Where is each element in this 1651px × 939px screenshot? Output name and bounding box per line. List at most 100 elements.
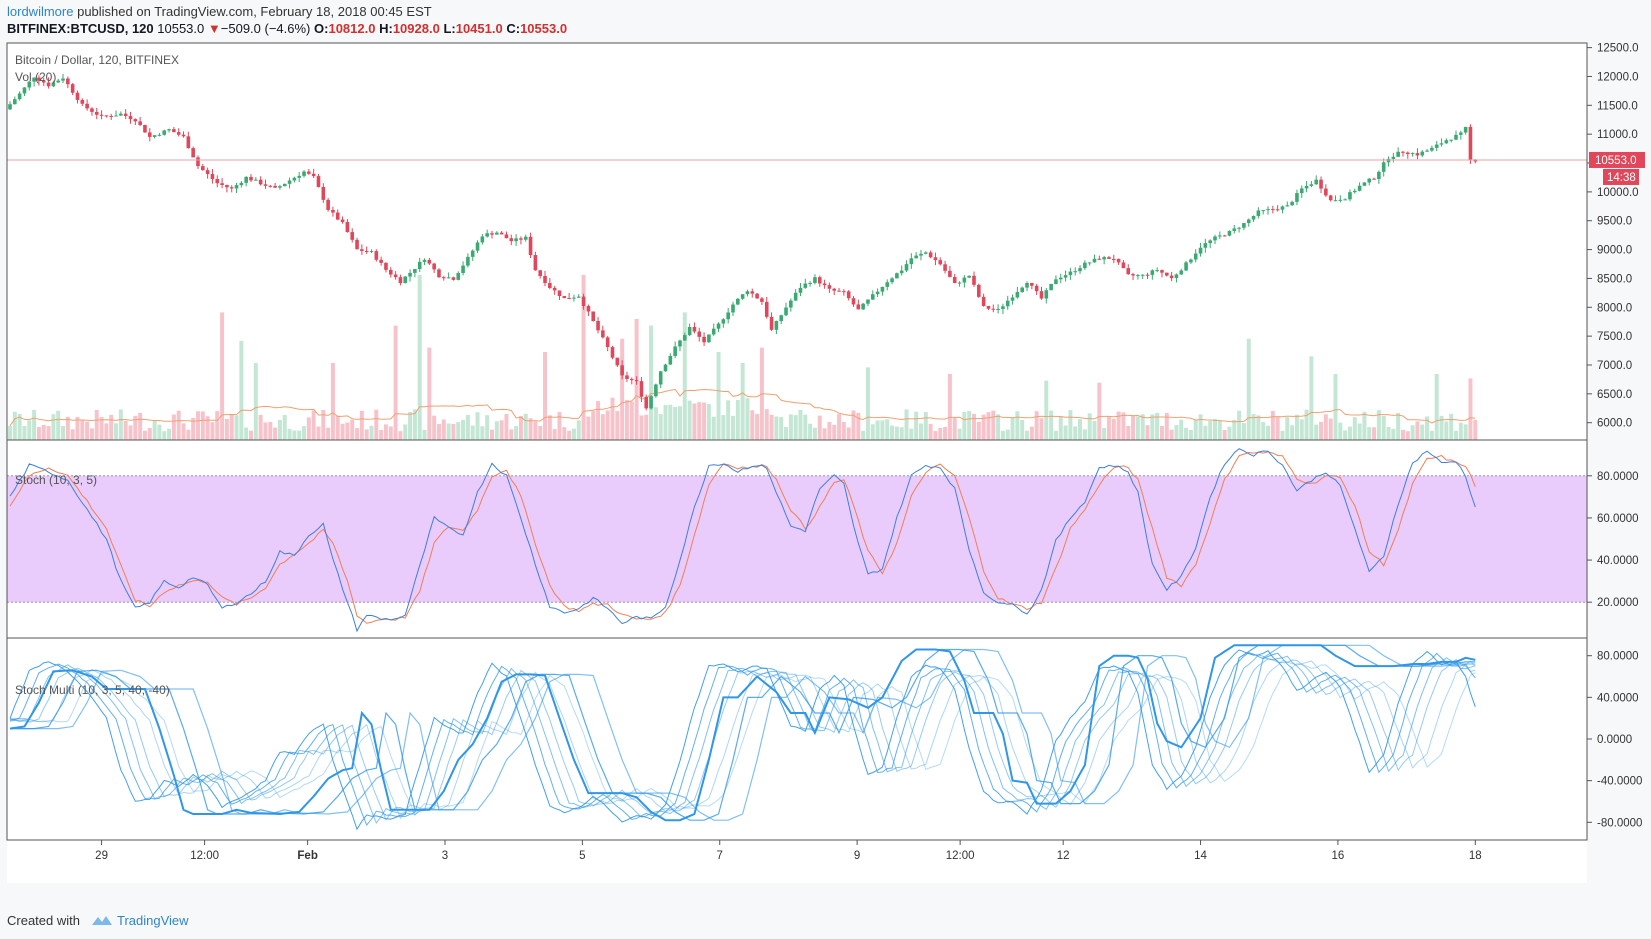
volume-bar bbox=[465, 414, 470, 440]
volume-bar bbox=[972, 413, 976, 440]
volume-bar bbox=[615, 411, 620, 440]
volume-bar bbox=[523, 413, 528, 440]
candle-body bbox=[885, 282, 890, 287]
candle-body bbox=[1410, 153, 1415, 155]
volume-bar bbox=[249, 430, 253, 440]
candle-body bbox=[1343, 199, 1347, 201]
candle-body bbox=[321, 186, 326, 200]
x-tick-label: 12 bbox=[1057, 850, 1070, 862]
volume-bar bbox=[456, 422, 461, 440]
candle-body bbox=[890, 278, 894, 283]
author-link[interactable]: lordwilmore bbox=[7, 4, 74, 19]
volume-bar bbox=[46, 426, 51, 440]
volume-bar bbox=[538, 425, 543, 440]
volume-bar bbox=[1319, 421, 1324, 440]
volume-bar bbox=[123, 420, 128, 440]
volume-bar bbox=[1328, 418, 1333, 440]
volume-bar bbox=[1217, 419, 1222, 440]
candle-body bbox=[957, 282, 962, 284]
volume-bar bbox=[1135, 416, 1140, 440]
volume-bar bbox=[234, 415, 239, 440]
candle-body bbox=[403, 276, 408, 284]
volume-bar bbox=[1463, 424, 1468, 440]
candle-body bbox=[461, 265, 465, 274]
volume-bar bbox=[1227, 426, 1232, 440]
candle-body bbox=[360, 249, 364, 251]
candle-body bbox=[1179, 270, 1184, 275]
candle-body bbox=[1087, 262, 1092, 264]
candle-body bbox=[196, 157, 200, 167]
volume-bar bbox=[938, 427, 943, 440]
current-price-badge bbox=[1589, 151, 1645, 168]
y-tick-label: 80.0000 bbox=[1597, 471, 1639, 483]
candle-body bbox=[90, 108, 94, 112]
volume-bar bbox=[841, 421, 846, 440]
volume-bar bbox=[1155, 412, 1160, 440]
volume-bar bbox=[1309, 356, 1314, 440]
close-label: C: bbox=[506, 21, 521, 36]
volume-bar bbox=[909, 428, 914, 440]
volume-bar bbox=[1266, 425, 1271, 440]
volume-bar bbox=[403, 424, 408, 440]
candle-body bbox=[552, 287, 557, 291]
candle-body bbox=[355, 239, 359, 250]
volume-bar bbox=[784, 427, 789, 440]
candle-body bbox=[1213, 236, 1217, 241]
candle-body bbox=[490, 233, 494, 235]
volume-bar bbox=[928, 423, 933, 440]
plot-background bbox=[7, 43, 1587, 883]
tradingview-brand-link[interactable]: TradingView bbox=[117, 913, 189, 928]
volume-bar bbox=[687, 400, 692, 440]
volume-bar bbox=[870, 424, 875, 440]
candle-body bbox=[119, 113, 123, 116]
volume-bar bbox=[653, 407, 658, 440]
volume-bar bbox=[244, 427, 249, 440]
candle-body bbox=[393, 274, 398, 278]
candle-body bbox=[567, 298, 571, 300]
high-label: H: bbox=[379, 21, 393, 36]
candle-body bbox=[398, 277, 403, 284]
volume-bar bbox=[282, 414, 287, 440]
candle-body bbox=[446, 277, 451, 279]
candle-body bbox=[466, 256, 470, 266]
candle-body bbox=[1367, 178, 1372, 183]
candle-body bbox=[176, 132, 181, 135]
volume-bar bbox=[1386, 426, 1391, 440]
volume-bar bbox=[1237, 410, 1242, 440]
candle-body bbox=[509, 238, 514, 242]
candle-body bbox=[904, 264, 909, 271]
stoch-multi-line bbox=[9, 660, 1476, 820]
candle-body bbox=[673, 346, 677, 356]
y-tick-label: 7500.0 bbox=[1597, 331, 1632, 343]
candle-body bbox=[1449, 139, 1453, 141]
volume-bar bbox=[383, 424, 388, 440]
volume-bar bbox=[808, 423, 813, 440]
candle-body bbox=[1136, 275, 1140, 277]
volume-bar bbox=[1290, 425, 1295, 440]
candle-body bbox=[1357, 185, 1362, 191]
stoch-multi-slow-line bbox=[10, 644, 1476, 821]
volume-bar bbox=[335, 415, 340, 440]
candle-body bbox=[1020, 287, 1024, 293]
volume-bar bbox=[1352, 417, 1357, 440]
x-tick-label: 9 bbox=[854, 850, 860, 862]
volume-bar bbox=[533, 421, 538, 440]
volume-bar bbox=[1458, 422, 1463, 440]
candle-body bbox=[172, 129, 176, 133]
volume-bar bbox=[451, 423, 456, 440]
volume-bar bbox=[735, 400, 740, 440]
volume-bar bbox=[885, 419, 890, 440]
volume-bar bbox=[1005, 429, 1010, 440]
stoch-multi-line bbox=[9, 663, 1476, 817]
volume-bar bbox=[398, 431, 403, 440]
candle-body bbox=[27, 81, 32, 88]
candle-body bbox=[1444, 140, 1449, 144]
candle-body bbox=[875, 291, 880, 295]
volume-bar bbox=[253, 363, 258, 440]
volume-bar bbox=[1097, 382, 1102, 440]
candle-body bbox=[572, 297, 576, 299]
volume-bar bbox=[118, 409, 123, 440]
volume-bar bbox=[798, 409, 803, 440]
candle-body bbox=[986, 305, 991, 309]
